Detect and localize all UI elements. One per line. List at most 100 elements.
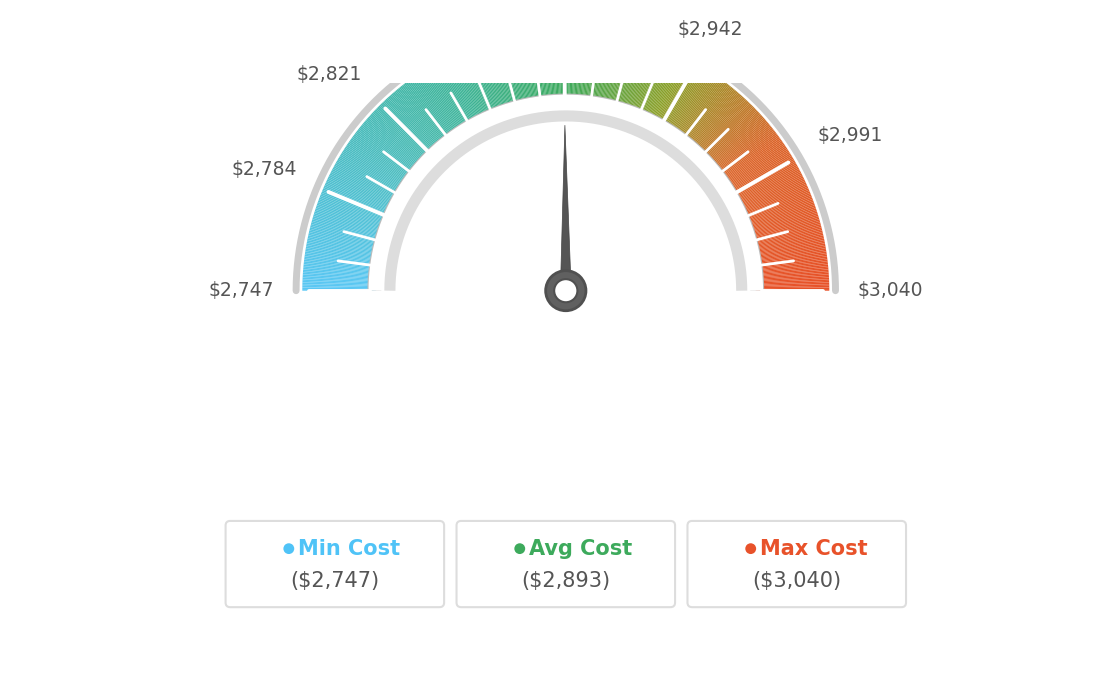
Wedge shape <box>302 286 376 288</box>
Wedge shape <box>319 196 389 224</box>
Wedge shape <box>755 271 829 277</box>
Wedge shape <box>567 29 569 102</box>
Wedge shape <box>337 160 401 198</box>
Wedge shape <box>603 34 618 106</box>
Wedge shape <box>745 205 816 230</box>
Wedge shape <box>752 241 825 257</box>
Wedge shape <box>592 32 604 104</box>
Wedge shape <box>694 99 746 153</box>
Wedge shape <box>308 235 380 252</box>
Wedge shape <box>705 114 762 164</box>
Wedge shape <box>744 202 815 228</box>
Wedge shape <box>694 97 745 152</box>
Wedge shape <box>739 182 806 214</box>
Wedge shape <box>749 221 820 242</box>
Wedge shape <box>328 178 394 210</box>
Wedge shape <box>715 130 775 176</box>
Wedge shape <box>364 121 421 170</box>
Wedge shape <box>314 215 384 237</box>
Wedge shape <box>304 269 376 277</box>
Wedge shape <box>626 42 650 112</box>
Wedge shape <box>683 85 730 143</box>
Polygon shape <box>561 125 571 290</box>
Wedge shape <box>317 204 386 229</box>
Wedge shape <box>379 106 432 158</box>
Wedge shape <box>740 187 808 217</box>
Wedge shape <box>649 55 682 121</box>
Wedge shape <box>754 258 827 268</box>
Wedge shape <box>673 75 716 136</box>
Wedge shape <box>751 229 822 247</box>
FancyBboxPatch shape <box>457 521 675 607</box>
Wedge shape <box>608 36 626 107</box>
Wedge shape <box>736 175 803 208</box>
Wedge shape <box>656 61 692 126</box>
Wedge shape <box>596 32 611 105</box>
Wedge shape <box>735 172 802 206</box>
Wedge shape <box>524 32 538 104</box>
Wedge shape <box>341 152 405 192</box>
Wedge shape <box>697 101 749 155</box>
Wedge shape <box>548 30 554 103</box>
Wedge shape <box>443 58 478 124</box>
Wedge shape <box>380 104 433 157</box>
Wedge shape <box>368 117 424 166</box>
Wedge shape <box>696 100 747 154</box>
Wedge shape <box>530 31 541 104</box>
Wedge shape <box>510 34 527 106</box>
Text: $2,893: $2,893 <box>531 0 597 1</box>
Wedge shape <box>690 93 740 149</box>
Wedge shape <box>396 89 445 146</box>
Text: $2,991: $2,991 <box>818 126 883 146</box>
Wedge shape <box>710 120 766 168</box>
Wedge shape <box>315 211 385 235</box>
Wedge shape <box>322 188 391 218</box>
Wedge shape <box>691 95 741 150</box>
Wedge shape <box>305 251 378 264</box>
Wedge shape <box>315 210 385 233</box>
Wedge shape <box>464 48 493 117</box>
Wedge shape <box>355 132 415 177</box>
Wedge shape <box>684 86 731 144</box>
Wedge shape <box>458 51 489 119</box>
Wedge shape <box>668 70 709 132</box>
Wedge shape <box>755 274 829 280</box>
Wedge shape <box>599 33 614 105</box>
Wedge shape <box>353 134 414 179</box>
Wedge shape <box>553 29 558 102</box>
Wedge shape <box>728 155 792 194</box>
Wedge shape <box>573 29 577 102</box>
Wedge shape <box>722 141 783 184</box>
Wedge shape <box>729 156 793 195</box>
Wedge shape <box>575 29 581 102</box>
Wedge shape <box>439 61 476 126</box>
Circle shape <box>554 279 577 302</box>
Wedge shape <box>426 68 466 131</box>
Wedge shape <box>310 227 382 246</box>
Wedge shape <box>670 72 712 134</box>
Wedge shape <box>747 213 818 236</box>
Wedge shape <box>527 32 539 104</box>
Wedge shape <box>314 213 384 236</box>
Wedge shape <box>675 76 718 137</box>
Wedge shape <box>447 56 481 122</box>
Wedge shape <box>323 187 392 217</box>
Wedge shape <box>335 163 400 200</box>
Wedge shape <box>655 60 691 125</box>
Text: $2,821: $2,821 <box>296 66 361 84</box>
Wedge shape <box>508 35 526 106</box>
Wedge shape <box>700 106 753 158</box>
Wedge shape <box>659 63 697 127</box>
Wedge shape <box>612 37 631 108</box>
Wedge shape <box>744 201 814 227</box>
Wedge shape <box>641 50 672 118</box>
Wedge shape <box>640 50 670 117</box>
Wedge shape <box>400 87 447 145</box>
Wedge shape <box>745 207 816 231</box>
Wedge shape <box>713 125 771 172</box>
Wedge shape <box>645 52 677 119</box>
Wedge shape <box>669 70 710 132</box>
Wedge shape <box>374 110 428 161</box>
Wedge shape <box>742 195 811 222</box>
Wedge shape <box>662 66 701 129</box>
